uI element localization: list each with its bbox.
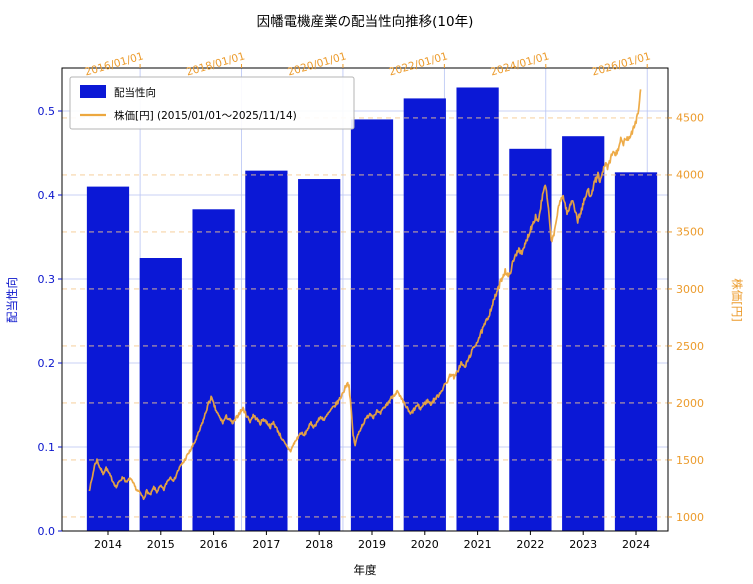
legend-swatch-payout (80, 85, 106, 98)
right-axis: 1000 1500 2000 2500 3000 3500 4000 4500 (668, 112, 704, 524)
bar-2019 (350, 119, 394, 532)
left-axis: 0.0 0.1 0.2 0.3 0.4 0.5 (38, 105, 62, 538)
grid-right-axis (62, 117, 668, 518)
bottom-tick-label: 2016 (200, 538, 228, 551)
bottom-tick-label: 2015 (147, 538, 175, 551)
bottom-tick-label: 2019 (358, 538, 386, 551)
bottom-tick-label: 2022 (516, 538, 544, 551)
bottom-axis: 2014 2015 2016 2017 2018 2019 2020 2021 2022 2023… (94, 531, 650, 551)
left-tick-label: 0.4 (38, 189, 56, 202)
right-y-axis-label: 株価[円] (730, 278, 744, 321)
legend-label-stockprice: 株価[円] (2015/01/01～2025/11/14) (114, 109, 297, 122)
bottom-tick-label: 2014 (94, 538, 122, 551)
chart-title: 因幡電機産業の配当性向推移(10年) (257, 14, 474, 30)
bars-group (86, 87, 658, 532)
right-tick-label: 1500 (676, 454, 704, 467)
right-tick-label: 4000 (676, 169, 704, 182)
bar-2020 (403, 98, 446, 532)
bar-2017 (245, 170, 288, 531)
right-tick-label: 4500 (676, 112, 704, 125)
left-tick-label: 0.1 (38, 441, 56, 454)
left-y-axis-label: 配当性向 (5, 277, 19, 323)
stock-price-line (88, 89, 642, 501)
left-tick-label: 0.3 (38, 273, 56, 286)
bar-2018 (298, 179, 341, 531)
bar-2016 (192, 209, 235, 531)
legend-box (69, 76, 355, 130)
left-tick-label: 0.2 (38, 357, 56, 370)
right-tick-label: 2000 (676, 397, 704, 410)
right-tick-label: 3500 (676, 226, 704, 239)
right-tick-label: 3000 (676, 283, 704, 296)
bottom-tick-label: 2018 (305, 538, 333, 551)
right-tick-label: 1000 (676, 511, 704, 524)
bottom-tick-label: 2021 (464, 538, 492, 551)
bar-2023 (562, 136, 605, 531)
legend-label-payout: 配当性向 (114, 86, 156, 99)
bar-2014 (86, 186, 130, 531)
plot-border (61, 67, 669, 532)
bar-2024 (614, 172, 658, 531)
right-tick-label: 2500 (676, 340, 704, 353)
bottom-tick-label: 2017 (252, 538, 280, 551)
bottom-tick-label: 2024 (622, 538, 650, 551)
bottom-tick-label: 2023 (569, 538, 597, 551)
bar-2022 (509, 148, 552, 531)
bottom-tick-label: 2020 (411, 538, 439, 551)
left-tick-label: 0.0 (38, 525, 56, 538)
left-tick-label: 0.5 (38, 105, 56, 118)
bar-2021 (456, 87, 499, 531)
x-axis-label: 年度 (354, 563, 377, 577)
